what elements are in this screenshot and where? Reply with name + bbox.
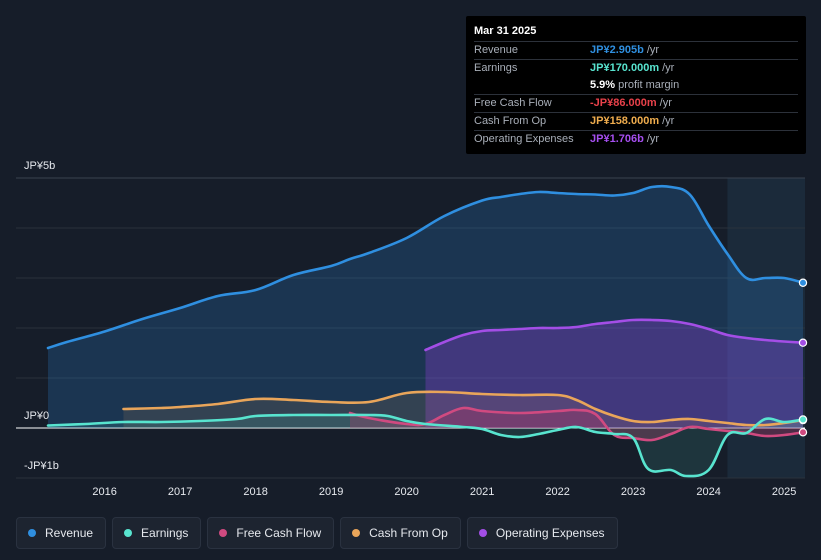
tooltip-row: Earnings JP¥170.000m/yr [474, 59, 798, 77]
legend-dot-icon [352, 529, 360, 537]
legend-item-cash-from-op[interactable]: Cash From Op [340, 517, 461, 549]
legend-label: Free Cash Flow [236, 526, 321, 540]
legend-dot-icon [479, 529, 487, 537]
tooltip-row-value: JP¥158.000m [590, 113, 659, 130]
end-dot-revenue [799, 279, 806, 286]
tooltip-row-label: Cash From Op [474, 113, 590, 130]
tooltip-row: Operating Expenses JP¥1.706b/yr [474, 130, 798, 148]
legend-item-operating-expenses[interactable]: Operating Expenses [467, 517, 618, 549]
x-tick-label: 2018 [243, 486, 267, 498]
end-dot-free-cash-flow [799, 429, 806, 436]
tooltip-row-value: 5.9% [590, 77, 615, 94]
legend-dot-icon [28, 529, 36, 537]
tooltip-row-unit: /yr [647, 42, 659, 59]
y-tick-label-top: JP¥5b [24, 160, 55, 172]
tooltip-row-unit: /yr [662, 113, 674, 130]
tooltip-row-label: Revenue [474, 42, 590, 59]
tooltip-row-value: JP¥2.905b [590, 42, 644, 59]
x-tick-label: 2022 [545, 486, 569, 498]
area-layer [48, 186, 803, 476]
x-axis-ticks: 2016 2017 2018 2019 2020 2021 2022 2023 2024 2025 [92, 486, 796, 498]
x-tick-label: 2020 [394, 486, 418, 498]
tooltip-row-unit: /yr [647, 131, 659, 148]
x-tick-label: 2019 [319, 486, 343, 498]
x-tick-label: 2017 [168, 486, 192, 498]
tooltip-row-unit: /yr [662, 60, 674, 77]
x-tick-label: 2023 [621, 486, 645, 498]
tooltip-row-label: Earnings [474, 60, 590, 77]
tooltip-row: Free Cash Flow -JP¥86.000m/yr [474, 94, 798, 112]
data-tooltip: Mar 31 2025 Revenue JP¥2.905b/yr Earnings J… [466, 16, 806, 154]
legend-item-revenue[interactable]: Revenue [16, 517, 106, 549]
tooltip-row: Revenue JP¥2.905b/yr [474, 41, 798, 59]
end-dot-operating-expenses [799, 339, 806, 346]
legend-label: Revenue [45, 526, 93, 540]
x-tick-label: 2016 [92, 486, 116, 498]
tooltip-row: 5.9% profit margin [474, 77, 798, 94]
x-tick-label: 2024 [696, 486, 720, 498]
tooltip-row-label: Operating Expenses [474, 131, 590, 148]
y-tick-label-zero: JP¥0 [24, 410, 49, 422]
legend-item-earnings[interactable]: Earnings [112, 517, 201, 549]
chart-legend: Revenue Earnings Free Cash Flow Cash From O… [16, 517, 618, 549]
legend-label: Earnings [141, 526, 188, 540]
legend-label: Cash From Op [369, 526, 448, 540]
tooltip-date: Mar 31 2025 [474, 23, 798, 41]
y-tick-label-bottom: -JP¥1b [24, 460, 59, 472]
tooltip-row-value: -JP¥86.000m [590, 95, 657, 112]
tooltip-row-label: Free Cash Flow [474, 95, 590, 112]
tooltip-row-unit: /yr [660, 95, 672, 112]
tooltip-row-label [474, 77, 590, 94]
tooltip-row-value: JP¥170.000m [590, 60, 659, 77]
legend-dot-icon [219, 529, 227, 537]
tooltip-row-unit: profit margin [618, 77, 679, 94]
tooltip-row-value: JP¥1.706b [590, 131, 644, 148]
legend-item-free-cash-flow[interactable]: Free Cash Flow [207, 517, 334, 549]
legend-dot-icon [124, 529, 132, 537]
legend-label: Operating Expenses [496, 526, 605, 540]
tooltip-row: Cash From Op JP¥158.000m/yr [474, 112, 798, 130]
end-dot-earnings [799, 416, 806, 423]
x-tick-label: 2025 [772, 486, 796, 498]
x-tick-label: 2021 [470, 486, 494, 498]
